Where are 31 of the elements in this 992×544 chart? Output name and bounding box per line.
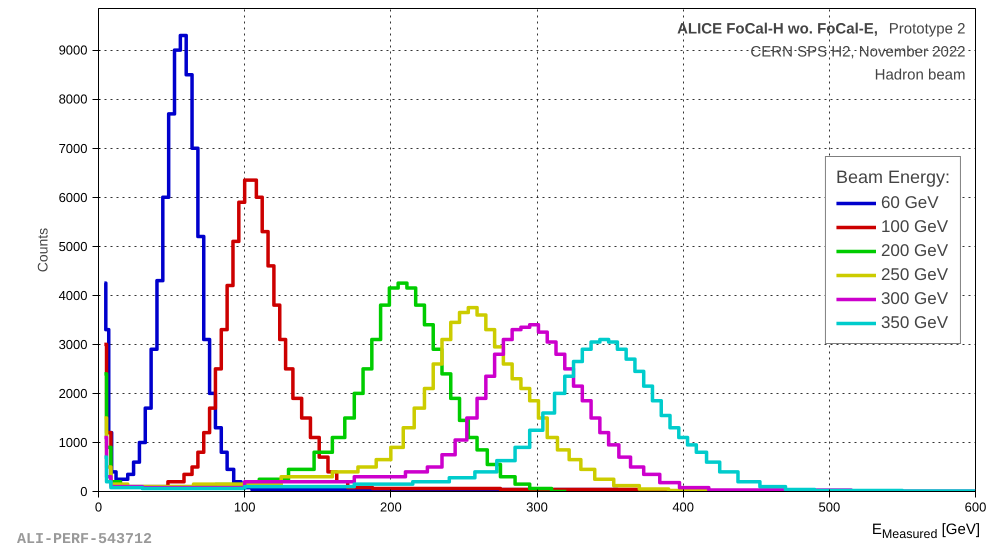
x-tick-label: 500 (818, 500, 840, 514)
y-tick-label: 6000 (58, 190, 88, 205)
annotation: CERN SPS H2, November 2022 (750, 44, 966, 60)
legend-label: 60 GeV (880, 192, 939, 212)
x-tick-label: 0 (94, 500, 102, 514)
y-tick-label: 5000 (58, 238, 88, 254)
y-tick-label: 7000 (58, 140, 88, 156)
y-axis-title: Counts (34, 228, 51, 272)
x-tick-label: 400 (672, 500, 694, 514)
legend-label: 250 GeV (880, 264, 948, 284)
y-tick-label: 2000 (58, 386, 88, 401)
legend-label: 100 GeV (880, 216, 948, 236)
x-tick-label: 100 (234, 500, 256, 514)
annotation: Hadron beam (874, 66, 966, 84)
text: ALI-PERF-543712 (17, 531, 152, 544)
y-tick-label: 4000 (58, 288, 88, 303)
legend-label: 200 GeV (880, 240, 948, 260)
y-tick-label: 0 (80, 484, 88, 499)
x-tick-label: 200 (380, 500, 402, 514)
legend-title: Beam Energy: (836, 166, 950, 188)
x-tick-label: 600 (964, 500, 986, 514)
x-tick-label: 300 (526, 500, 548, 514)
legend-label: 350 GeV (880, 312, 948, 332)
y-tick-label: 3000 (58, 336, 88, 352)
y-tick-label: 8000 (58, 92, 88, 107)
y-tick-label: 1000 (58, 434, 88, 450)
legend-label: 300 GeV (880, 288, 948, 308)
annotation: Prototype 2 (888, 20, 966, 38)
x-axis-title: E$_{Measured}$ [GeV] (872, 521, 980, 541)
annotation: ALICE FoCal-H wo. FoCal-E, (677, 20, 878, 38)
y-tick-label: 9000 (58, 42, 88, 58)
